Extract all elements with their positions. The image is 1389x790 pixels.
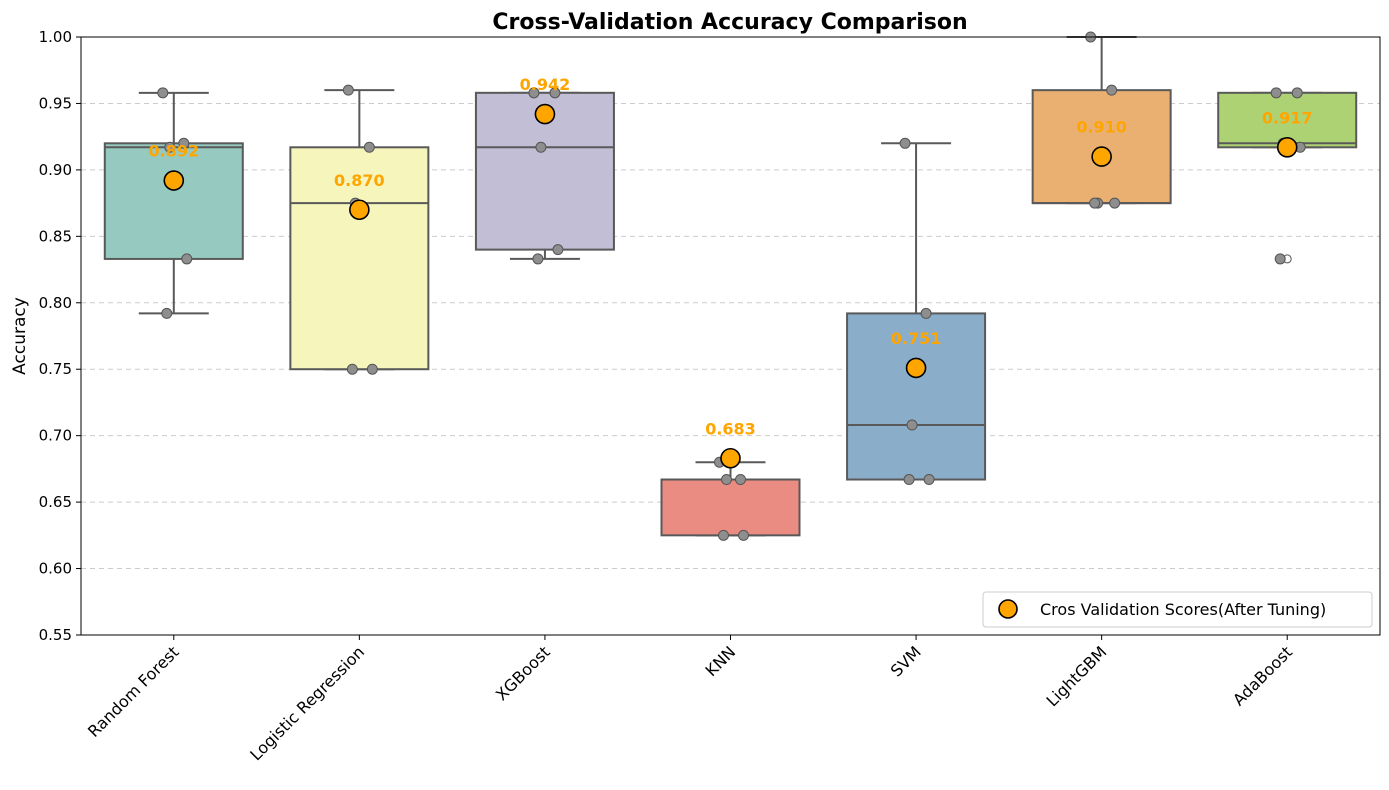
y-axis-label: Accuracy bbox=[10, 297, 30, 375]
x-tick-label: XGBoost bbox=[492, 642, 554, 704]
box-knn bbox=[660, 478, 801, 537]
legend-frame bbox=[982, 591, 1373, 628]
mean-marker bbox=[534, 103, 556, 125]
data-point bbox=[532, 253, 544, 265]
data-point bbox=[718, 529, 729, 541]
mean-label: 0.892 bbox=[148, 142, 199, 161]
mean-label: 0.910 bbox=[1076, 118, 1127, 137]
chart-title: Cross-Validation Accuracy Comparison bbox=[492, 10, 967, 35]
data-point bbox=[899, 137, 911, 149]
x-tick-label: AdaBoost bbox=[1229, 642, 1296, 709]
x-tick-label: SVM bbox=[887, 642, 925, 680]
data-point bbox=[366, 363, 378, 375]
data-point bbox=[738, 529, 749, 541]
mean-marker bbox=[905, 357, 927, 379]
mean-marker bbox=[1091, 146, 1112, 167]
data-point bbox=[735, 474, 746, 486]
legend-label: Cros Validation Scores(After Tuning) bbox=[1040, 600, 1326, 619]
data-point bbox=[1089, 197, 1101, 209]
mean-label: 0.870 bbox=[334, 171, 385, 190]
mean-marker bbox=[163, 170, 185, 191]
data-point bbox=[164, 141, 176, 153]
means-layer: 0.892 0.870 0.942 0.683 0.751 0.910 0.917 bbox=[148, 75, 1313, 469]
box-logistic-regression bbox=[289, 146, 430, 371]
legend: Cros Validation Scores(After Tuning) bbox=[982, 591, 1373, 628]
data-point bbox=[1109, 197, 1121, 209]
y-tick-label: 0.60 bbox=[39, 560, 72, 578]
data-point bbox=[552, 244, 564, 256]
data-point bbox=[157, 87, 169, 99]
points-layer bbox=[157, 31, 1306, 541]
data-point bbox=[549, 87, 561, 99]
mean-marker bbox=[1276, 136, 1298, 158]
data-point bbox=[903, 474, 915, 486]
mean-marker bbox=[720, 447, 741, 469]
y-tick-label: 0.75 bbox=[39, 360, 72, 378]
y-tick-label: 0.85 bbox=[39, 227, 72, 245]
data-point bbox=[923, 474, 935, 486]
y-tick-label: 0.80 bbox=[39, 294, 72, 312]
data-point bbox=[342, 84, 354, 96]
y-tick-label: 1.00 bbox=[39, 28, 72, 46]
y-tick-label: 0.65 bbox=[39, 493, 72, 511]
y-axis-ticks: 0.55 0.60 0.65 0.70 0.75 0.80 0.85 0.90 0.95 1.00 bbox=[39, 28, 81, 644]
mean-label: 0.942 bbox=[520, 75, 571, 94]
data-point bbox=[1274, 253, 1286, 265]
boxes-layer bbox=[103, 36, 1358, 537]
legend-marker bbox=[998, 599, 1018, 619]
mean-label: 0.751 bbox=[891, 329, 942, 348]
data-point bbox=[181, 253, 193, 265]
data-point bbox=[535, 141, 547, 153]
x-tick-label: Logistic Regression bbox=[246, 642, 368, 764]
box-random-forest bbox=[103, 142, 244, 260]
y-tick-label: 0.70 bbox=[39, 427, 72, 445]
x-tick-label: Random Forest bbox=[84, 642, 183, 741]
data-point bbox=[1270, 87, 1282, 99]
data-point bbox=[906, 419, 918, 431]
plot-frame bbox=[80, 36, 1381, 636]
mean-label: 0.917 bbox=[1262, 108, 1313, 127]
data-point bbox=[1291, 87, 1303, 99]
data-point bbox=[363, 141, 375, 153]
box-svm bbox=[846, 312, 987, 481]
data-point bbox=[920, 307, 932, 319]
y-tick-label: 0.55 bbox=[39, 626, 72, 644]
data-point bbox=[721, 474, 732, 486]
data-point bbox=[528, 87, 540, 99]
data-point bbox=[178, 137, 190, 149]
x-tick-label: LightGBM bbox=[1043, 642, 1111, 710]
x-axis-ticks: Random Forest Logistic Regression XGBoost K… bbox=[84, 635, 1296, 764]
x-tick-label: KNN bbox=[702, 642, 740, 680]
y-tick-label: 0.90 bbox=[39, 161, 72, 179]
mean-marker bbox=[349, 199, 370, 221]
data-point bbox=[1106, 84, 1118, 96]
mean-label: 0.683 bbox=[705, 419, 756, 438]
data-point bbox=[161, 307, 173, 319]
y-tick-label: 0.95 bbox=[39, 94, 72, 112]
data-point bbox=[346, 363, 358, 375]
